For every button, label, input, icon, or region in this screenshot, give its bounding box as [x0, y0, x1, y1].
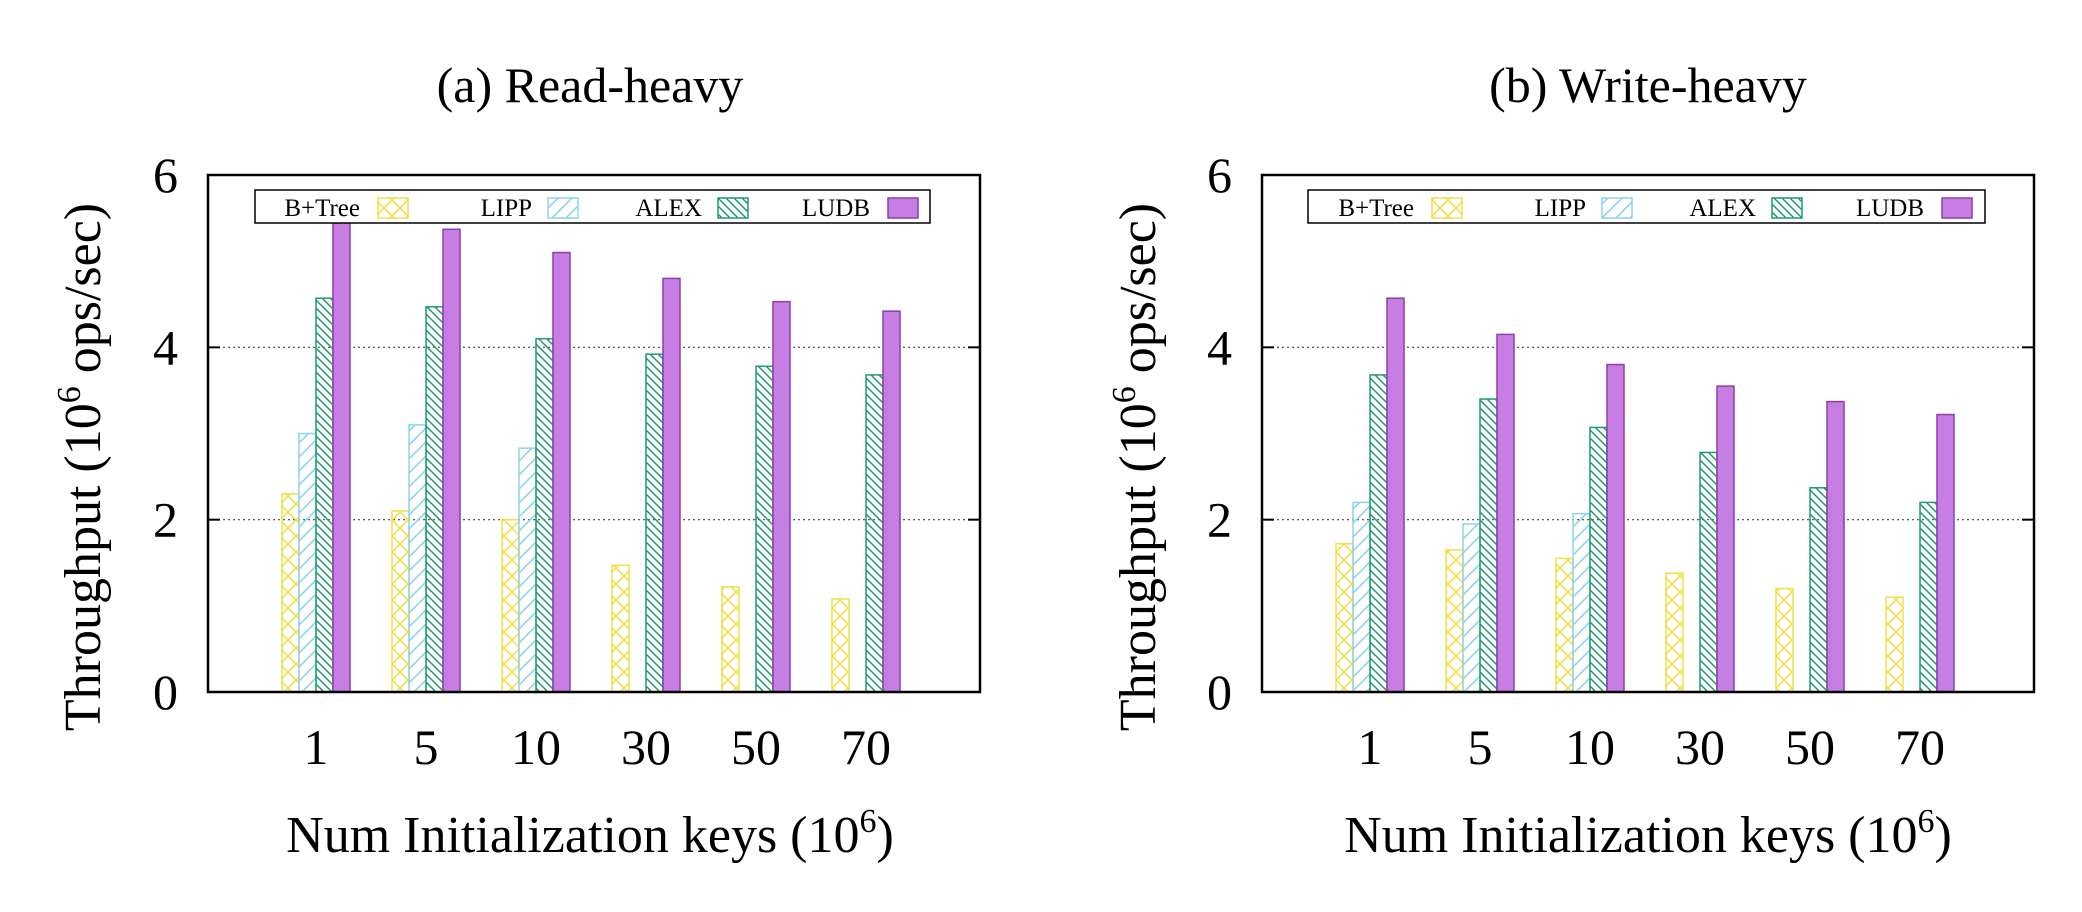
bar-btree-30: [1665, 572, 1684, 693]
x-tick-label: 5: [414, 719, 439, 775]
legend-label-alex: ALEX: [635, 195, 702, 222]
legend-label-ludb: LUDB: [802, 195, 870, 222]
bar-alex-70: [1919, 501, 1938, 693]
x-axis-label: Num Initialization keys (106): [1344, 803, 1952, 864]
bar-btree-70: [1885, 596, 1904, 693]
bars: [1335, 297, 1955, 693]
x-tick-label: 50: [731, 719, 781, 775]
y-axis-label: Throughput (106 ops/sec): [1106, 203, 1167, 731]
bar-lipp-5: [408, 424, 427, 693]
bar-btree-50: [1775, 587, 1794, 693]
legend-label-btree: B+Tree: [1338, 195, 1414, 222]
legend-label-lipp: LIPP: [1535, 195, 1586, 222]
legend-swatch-ludb: [1941, 197, 1973, 219]
bars: [281, 211, 901, 693]
bar-ludb-30: [1716, 385, 1735, 693]
plot-frame: [206, 173, 982, 694]
chart-panel-read-heavy: (a) Read-heavy Throughput (106 ops/sec) …: [51, 57, 982, 864]
bar-alex-70: [865, 374, 884, 693]
x-tick-label: 10: [511, 719, 561, 775]
bar-ludb-1: [332, 211, 351, 693]
chart-panel-write-heavy: (b) Write-heavy Throughput (106 ops/sec)…: [1106, 57, 2036, 864]
bar-ludb-10: [1606, 363, 1625, 693]
bar-btree-1: [1335, 543, 1354, 693]
grid-lines: [208, 346, 980, 521]
bar-alex-5: [425, 306, 444, 693]
bar-alex-5: [1479, 398, 1498, 693]
bar-btree-30: [611, 564, 630, 693]
bar-ludb-5: [1496, 333, 1515, 693]
y-tick-label: 2: [153, 492, 178, 548]
bar-lipp-1: [1352, 501, 1371, 693]
legend-box: [254, 189, 931, 224]
bar-alex-50: [1809, 487, 1828, 693]
y-tick-label: 4: [1207, 319, 1232, 375]
x-tick-label: 30: [1675, 719, 1725, 775]
x-tick-label: 1: [304, 719, 329, 775]
y-tick-label: 6: [1207, 147, 1232, 203]
legend-label-ludb: LUDB: [1856, 195, 1924, 222]
x-tick-label: 50: [1785, 719, 1835, 775]
legend-swatch-btree: [377, 197, 409, 219]
plot-frame: [1260, 173, 2036, 694]
y-tick-label: 4: [153, 319, 178, 375]
legend-swatch-alex: [1771, 197, 1803, 219]
bar-btree-5: [1445, 549, 1464, 693]
bar-ludb-70: [882, 310, 901, 693]
x-tick-label: 5: [1468, 719, 1493, 775]
chart-title: (b) Write-heavy: [1489, 57, 1807, 113]
grid-lines: [1262, 346, 2034, 521]
bar-ludb-10: [552, 251, 571, 693]
x-tick-label: 10: [1565, 719, 1615, 775]
bar-alex-1: [315, 297, 334, 693]
y-axis-label: Throughput (106 ops/sec): [51, 203, 112, 731]
legend-label-alex: ALEX: [1689, 195, 1756, 222]
bar-lipp-10: [1572, 512, 1591, 693]
legend-box: [1307, 189, 1986, 224]
x-tick-label: 70: [841, 719, 891, 775]
bar-alex-1: [1369, 374, 1388, 693]
x-tick-label: 30: [621, 719, 671, 775]
legend: B+Tree LIPP ALEX LUDB: [1307, 189, 1986, 224]
bar-alex-30: [645, 353, 664, 693]
legend-label-lipp: LIPP: [481, 195, 532, 222]
y-tick-label: 6: [153, 147, 178, 203]
y-tick-label: 0: [1207, 664, 1232, 720]
bar-ludb-30: [662, 277, 681, 693]
bar-alex-10: [1589, 426, 1608, 693]
bar-btree-10: [501, 518, 520, 693]
bar-btree-70: [831, 598, 850, 693]
x-axis-label: Num Initialization keys (106): [286, 803, 894, 864]
ticks: 0 2 4 6 1 5 10 30 50 70: [153, 147, 980, 775]
legend-swatch-lipp: [547, 197, 579, 219]
ticks: 0 2 4 6 1 5 10 30 50 70: [1207, 147, 2034, 775]
bar-lipp-1: [298, 432, 317, 693]
chart-title: (a) Read-heavy: [437, 57, 744, 113]
y-tick-label: 0: [153, 664, 178, 720]
legend-swatch-ludb: [887, 197, 919, 219]
legend-swatch-lipp: [1601, 197, 1633, 219]
legend-swatch-btree: [1431, 197, 1463, 219]
bar-ludb-50: [772, 300, 791, 693]
bar-alex-10: [535, 337, 554, 693]
x-tick-label: 1: [1358, 719, 1383, 775]
legend-swatch-alex: [717, 197, 749, 219]
bar-btree-10: [1555, 557, 1574, 693]
bar-ludb-5: [442, 228, 461, 693]
legend-label-btree: B+Tree: [284, 195, 360, 222]
x-tick-label: 70: [1895, 719, 1945, 775]
bar-btree-50: [721, 586, 740, 693]
legend: B+Tree LIPP ALEX LUDB: [254, 189, 931, 224]
bar-ludb-70: [1936, 413, 1955, 693]
bar-lipp-5: [1462, 523, 1481, 693]
bar-alex-50: [755, 365, 774, 693]
bar-btree-5: [391, 510, 410, 693]
y-tick-label: 2: [1207, 492, 1232, 548]
bar-btree-1: [281, 493, 300, 693]
bar-ludb-1: [1386, 297, 1405, 693]
bar-ludb-50: [1826, 400, 1845, 693]
bar-alex-30: [1699, 451, 1718, 693]
bar-lipp-10: [518, 447, 537, 693]
